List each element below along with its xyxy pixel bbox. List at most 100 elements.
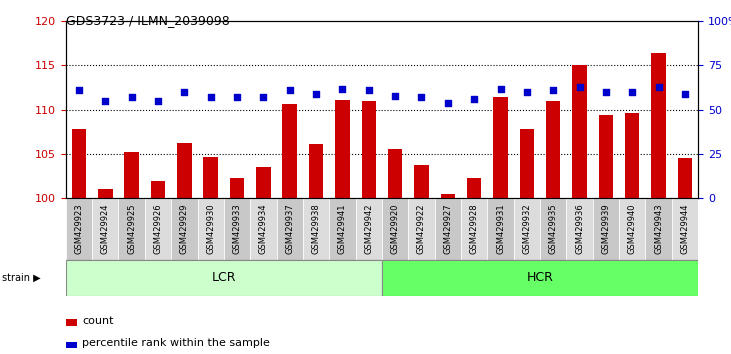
Text: GSM429935: GSM429935 (549, 203, 558, 254)
Text: GSM429929: GSM429929 (180, 203, 189, 254)
Text: GSM429920: GSM429920 (390, 203, 400, 254)
Bar (362, 101, 376, 198)
Bar (256, 167, 270, 198)
Text: GSM429936: GSM429936 (575, 203, 584, 254)
Text: HCR: HCR (526, 272, 553, 284)
Text: GSM429930: GSM429930 (206, 203, 215, 254)
Bar (540, 198, 567, 260)
Bar (546, 101, 561, 198)
Point (126, 95, 137, 100)
Text: percentile rank within the sample: percentile rank within the sample (82, 338, 270, 348)
Bar (276, 198, 303, 260)
Point (521, 89, 533, 95)
Point (416, 95, 428, 100)
Bar (98, 189, 113, 198)
Bar (382, 260, 698, 296)
Bar (224, 198, 250, 260)
Text: GSM429942: GSM429942 (364, 203, 374, 254)
Bar (593, 198, 619, 260)
Bar (461, 198, 488, 260)
Bar (567, 198, 593, 260)
Point (73, 87, 85, 93)
Bar (177, 143, 192, 198)
Bar (599, 115, 613, 198)
Bar (388, 149, 402, 198)
Point (469, 96, 480, 102)
Bar (118, 198, 145, 260)
Point (679, 91, 691, 97)
Bar (308, 144, 323, 198)
Point (284, 87, 295, 93)
Text: count: count (82, 316, 114, 326)
Text: GSM429932: GSM429932 (523, 203, 531, 254)
Bar (72, 129, 86, 198)
Point (310, 91, 322, 97)
Text: GSM429943: GSM429943 (654, 203, 663, 254)
Point (390, 93, 401, 98)
Bar (66, 319, 77, 326)
Point (336, 86, 348, 91)
Text: GSM429934: GSM429934 (259, 203, 268, 254)
Text: GSM429922: GSM429922 (417, 203, 426, 254)
Bar (382, 198, 409, 260)
Point (600, 89, 612, 95)
Bar (651, 53, 666, 198)
Text: strain ▶: strain ▶ (2, 273, 41, 283)
Bar (197, 198, 224, 260)
Point (152, 98, 164, 104)
Text: GSM429939: GSM429939 (602, 203, 610, 254)
Bar (66, 198, 92, 260)
Bar (203, 156, 218, 198)
Bar (171, 198, 197, 260)
Text: GSM429928: GSM429928 (469, 203, 479, 254)
Text: GSM429925: GSM429925 (127, 203, 136, 254)
Point (574, 84, 586, 90)
Text: GSM429923: GSM429923 (75, 203, 83, 254)
Bar (672, 198, 698, 260)
Point (178, 89, 190, 95)
Bar (441, 194, 455, 198)
Point (205, 95, 216, 100)
Bar (625, 113, 640, 198)
Bar (619, 198, 645, 260)
Text: GSM429931: GSM429931 (496, 203, 505, 254)
Point (231, 95, 243, 100)
Bar (336, 100, 349, 198)
Bar (414, 165, 428, 198)
Bar (145, 198, 171, 260)
Bar (250, 198, 276, 260)
Text: GSM429924: GSM429924 (101, 203, 110, 254)
Point (548, 87, 559, 93)
Bar (124, 152, 139, 198)
Bar (488, 198, 514, 260)
Point (442, 100, 454, 105)
Bar (66, 260, 382, 296)
Bar (514, 198, 540, 260)
Bar (678, 158, 692, 198)
Point (626, 89, 638, 95)
Bar (572, 65, 587, 198)
Text: GSM429941: GSM429941 (338, 203, 347, 254)
Text: GSM429944: GSM429944 (681, 203, 689, 254)
Bar (230, 178, 244, 198)
Bar (92, 198, 118, 260)
Text: GDS3723 / ILMN_2039098: GDS3723 / ILMN_2039098 (66, 14, 230, 27)
Bar (151, 181, 165, 198)
Bar (409, 198, 435, 260)
Text: GSM429937: GSM429937 (285, 203, 295, 254)
Text: GSM429927: GSM429927 (443, 203, 452, 254)
Text: LCR: LCR (211, 272, 236, 284)
Bar (282, 104, 297, 198)
Bar (329, 198, 355, 260)
Point (495, 86, 507, 91)
Bar (467, 178, 482, 198)
Text: GSM429938: GSM429938 (311, 203, 321, 254)
Text: GSM429926: GSM429926 (154, 203, 162, 254)
Point (653, 84, 664, 90)
Text: GSM429940: GSM429940 (628, 203, 637, 254)
Bar (355, 198, 382, 260)
Point (257, 95, 269, 100)
Bar (493, 97, 508, 198)
Text: GSM429933: GSM429933 (232, 203, 241, 254)
Bar (303, 198, 329, 260)
